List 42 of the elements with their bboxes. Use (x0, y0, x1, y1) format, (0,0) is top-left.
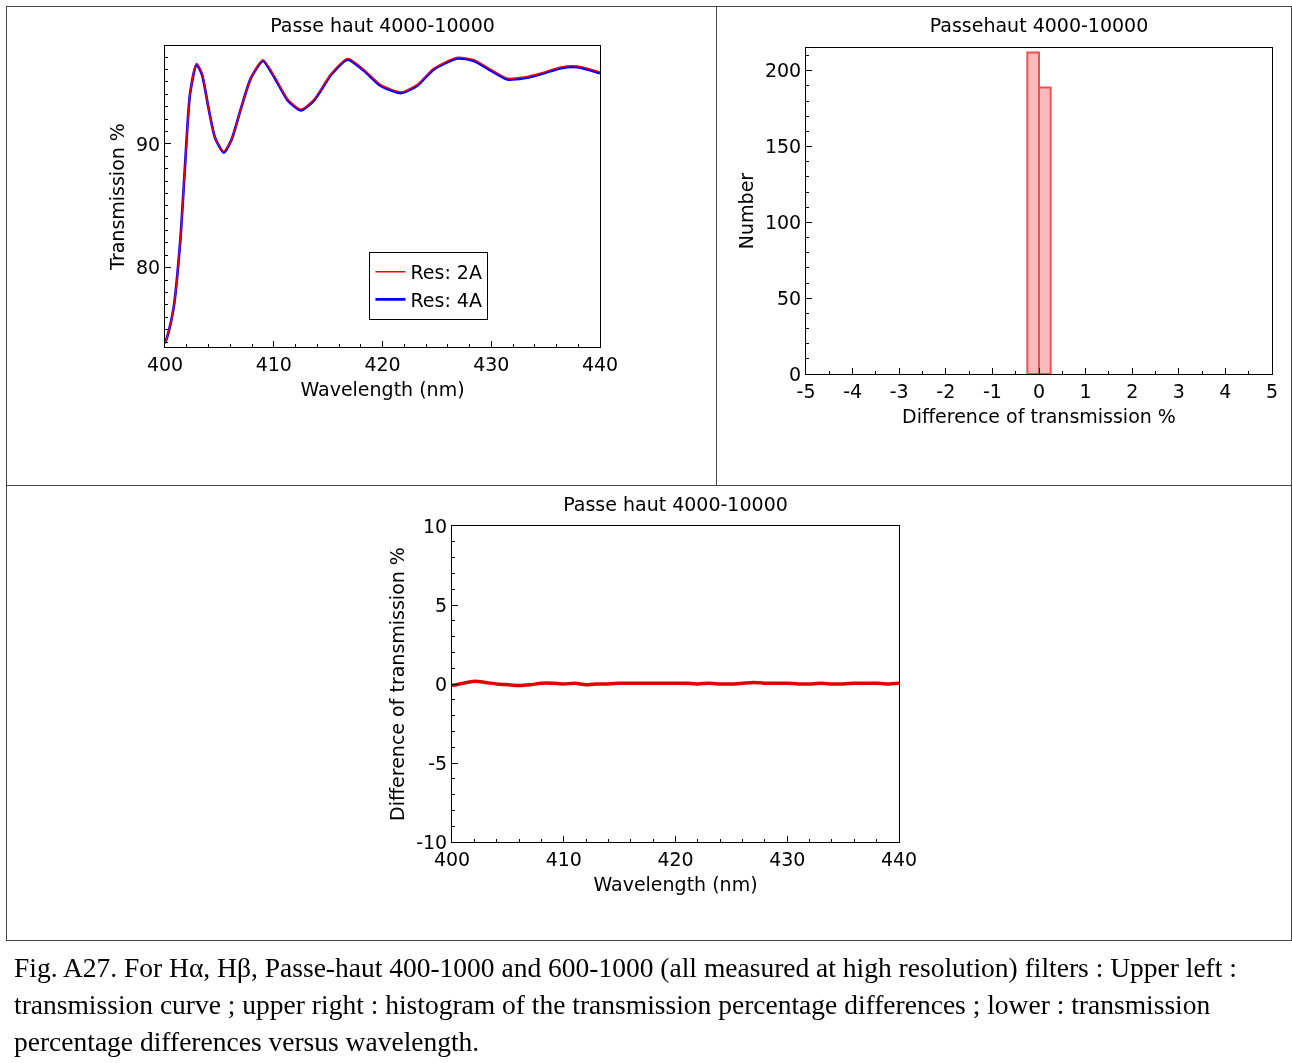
x-axis-title: Difference of transmission % (902, 404, 1176, 427)
x-tick-label: 420 (657, 847, 694, 870)
chart-title: Passe haut 4000-10000 (563, 493, 788, 516)
x-tick-label: 400 (146, 352, 184, 375)
y-tick-label: 150 (764, 135, 802, 158)
chart-title: Passehaut 4000-10000 (929, 14, 1149, 37)
y-tick-label: 80 (136, 256, 161, 279)
x-tick-label: 440 (880, 847, 918, 870)
x-tick-label: 0 (1032, 379, 1046, 402)
y-axis-title: Transmission % (105, 123, 128, 271)
x-tick-label: 4 (1219, 379, 1232, 402)
y-tick-label: -10 (416, 830, 448, 853)
x-tick-label: 410 (255, 352, 292, 375)
x-axis-title: Wavelength (nm) (300, 377, 465, 400)
y-tick-label: 0 (435, 672, 448, 695)
legend-label: Res: 4A (410, 288, 482, 311)
y-tick-label: 100 (764, 211, 802, 234)
x-tick-label: 420 (364, 352, 401, 375)
x-tick-label: -4 (843, 379, 863, 402)
y-tick-label: 10 (423, 514, 448, 537)
caption: Fig. A27. For Hα, Hβ, Passe-haut 400-1000 and 600-1000 (all measured at high resolution) filters : Upper left : transmission curve ; upper right : histogram of the transmission percentage differences ; lower : transmission percentage differences versus wavelength. (6, 940, 1292, 1063)
x-tick-label: 410 (545, 847, 582, 870)
y-tick-label: -5 (428, 751, 448, 774)
legend-label: Res: 2A (410, 261, 482, 284)
y-tick-label: 200 (764, 59, 802, 82)
y-tick-label: 50 (777, 286, 802, 309)
x-tick-label: -3 (889, 379, 909, 402)
x-tick-label: -2 (936, 379, 956, 402)
x-axis-title: Wavelength (nm) (593, 872, 758, 895)
x-tick-label: 2 (1126, 379, 1139, 402)
x-tick-label: 1 (1079, 379, 1092, 402)
y-axis-title: Difference of transmission % (386, 547, 408, 821)
y-tick-label: 5 (435, 593, 448, 616)
x-tick-label: 440 (581, 352, 619, 375)
chart-title: Passe haut 4000-10000 (270, 14, 495, 37)
x-tick-label: 430 (769, 847, 806, 870)
x-tick-label: 3 (1172, 379, 1185, 402)
x-tick-label: 5 (1265, 379, 1279, 402)
x-tick-label: 430 (473, 352, 510, 375)
y-axis-title: Number (734, 172, 757, 250)
x-tick-label: -1 (982, 379, 1002, 402)
y-tick-label: 90 (136, 132, 161, 155)
